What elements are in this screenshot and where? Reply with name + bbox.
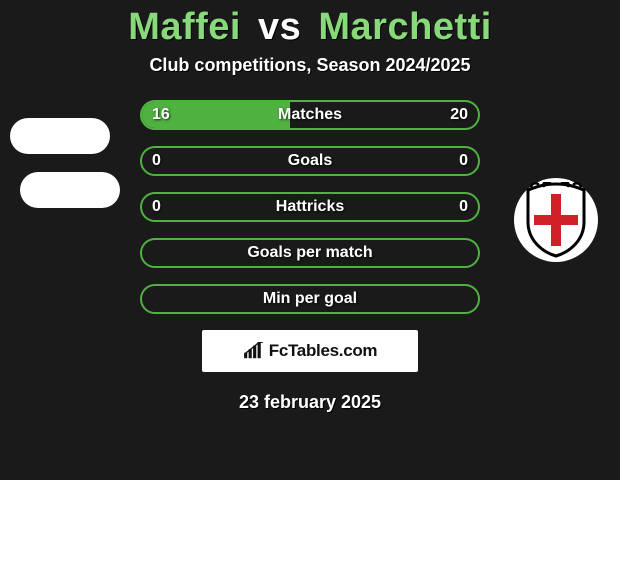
stat-left-value: 0: [152, 152, 161, 170]
stat-left-value: 16: [152, 106, 170, 124]
player2-name: Marchetti: [318, 6, 491, 48]
stat-label: Goals: [288, 152, 332, 170]
stat-row: Goals per match: [140, 238, 480, 268]
stat-right-value: 0: [459, 152, 468, 170]
stat-label: Min per goal: [263, 290, 357, 308]
comparison-card: Maffei vs Marchetti Club competitions, S…: [0, 0, 620, 480]
player1-club-badge-2: [20, 172, 120, 208]
stat-label: Matches: [278, 106, 342, 124]
stat-row: 16 Matches 20: [140, 100, 480, 130]
stat-rows: 16 Matches 20 0 Goals 0 0 Hattricks 0 Go: [140, 100, 480, 314]
player1-name: Maffei: [128, 6, 241, 48]
bar-chart-icon: [243, 342, 265, 360]
brand-text: FcTables.com: [269, 341, 378, 361]
stat-label: Hattricks: [276, 198, 344, 216]
stat-row: 0 Goals 0: [140, 146, 480, 176]
shield-icon: [522, 182, 590, 258]
title: Maffei vs Marchetti: [0, 6, 620, 49]
brand-badge: FcTables.com: [202, 330, 418, 372]
player1-club-badge-1: [10, 118, 110, 154]
stat-row: 0 Hattricks 0: [140, 192, 480, 222]
subtitle: Club competitions, Season 2024/2025: [0, 55, 620, 76]
date-text: 23 february 2025: [0, 392, 620, 413]
stat-row: Min per goal: [140, 284, 480, 314]
player2-club-badge: [514, 178, 598, 262]
stat-left-value: 0: [152, 198, 161, 216]
stat-right-value: 0: [459, 198, 468, 216]
stat-label: Goals per match: [247, 244, 372, 262]
stat-right-value: 20: [450, 106, 468, 124]
vs-text: vs: [252, 6, 307, 48]
